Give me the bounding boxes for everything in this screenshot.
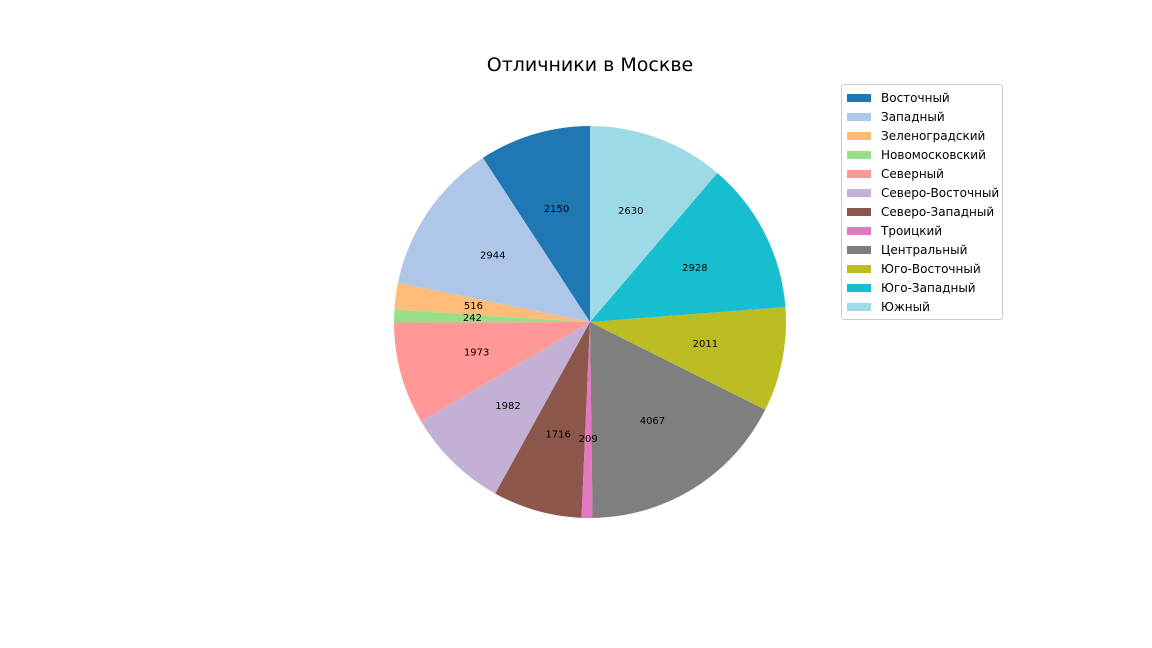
legend-item: Троицкий <box>842 221 1002 240</box>
pie-slice-11 <box>590 126 718 322</box>
slice-value-label: 2944 <box>480 250 505 261</box>
legend-swatch <box>847 245 871 254</box>
legend-swatch <box>847 264 871 273</box>
legend-swatch <box>847 150 871 159</box>
legend-item: Южный <box>842 297 1002 316</box>
legend-item: Зеленоградский <box>842 126 1002 145</box>
legend-label: Троицкий <box>881 223 943 238</box>
legend-item: Северо-Восточный <box>842 183 1002 202</box>
slice-value-label: 2928 <box>682 263 707 274</box>
legend-swatch <box>847 131 871 140</box>
pie-slice-10 <box>590 172 786 322</box>
pie-slice-5 <box>421 322 590 494</box>
legend-label: Зеленоградский <box>881 128 986 143</box>
legend-swatch <box>847 112 871 121</box>
pie-slice-1 <box>397 157 590 322</box>
legend-swatch <box>847 169 871 178</box>
legend-item: Северный <box>842 164 1002 183</box>
legend-label: Северный <box>881 166 944 181</box>
legend-label: Юго-Западный <box>881 280 976 295</box>
legend-label: Центральный <box>881 242 968 257</box>
slice-value-label: 242 <box>463 313 482 324</box>
slice-value-label: 516 <box>464 301 483 312</box>
pie-slice-6 <box>495 322 590 518</box>
legend-label: Восточный <box>881 90 950 105</box>
legend-item: Центральный <box>842 240 1002 259</box>
legend-item: Юго-Западный <box>842 278 1002 297</box>
pie-slice-3 <box>393 309 590 323</box>
chart-title: Отличники в Москве <box>486 54 694 76</box>
legend-label: Северо-Западный <box>881 204 995 219</box>
legend-label: Северо-Восточный <box>881 185 1000 200</box>
slice-value-label: 1716 <box>545 430 570 441</box>
slice-value-label: 1982 <box>495 401 520 412</box>
legend-swatch <box>847 283 871 292</box>
legend-swatch <box>847 207 871 216</box>
pie-slice-4 <box>394 322 590 422</box>
legend-item: Западный <box>842 107 1002 126</box>
legend-swatch <box>847 226 871 235</box>
legend-swatch <box>847 93 871 102</box>
pie-slice-8 <box>590 322 766 518</box>
legend-label: Западный <box>881 109 945 124</box>
legend-item: Северо-Западный <box>842 202 1002 221</box>
legend-swatch <box>847 188 871 197</box>
legend-label: Южный <box>881 299 930 314</box>
slice-value-label: 2150 <box>544 204 569 215</box>
legend-label: Юго-Восточный <box>881 261 981 276</box>
legend: Восточный Западный Зеленоградский Новомоско… <box>841 84 1003 320</box>
slice-value-label: 2011 <box>693 339 718 350</box>
legend-item: Юго-Восточный <box>842 259 1002 278</box>
legend-item: Восточный <box>842 88 1002 107</box>
pie-slice-9 <box>590 307 786 410</box>
slice-value-label: 2630 <box>618 206 643 217</box>
legend-item: Новомосковский <box>842 145 1002 164</box>
pie-slice-0 <box>482 126 590 322</box>
legend-swatch <box>847 302 871 311</box>
pie-slice-2 <box>394 282 590 322</box>
slice-value-label: 1973 <box>464 348 489 359</box>
slice-value-label: 4067 <box>640 416 665 427</box>
pie-slice-7 <box>581 322 593 518</box>
legend-label: Новомосковский <box>881 147 986 162</box>
slice-value-label: 209 <box>579 434 598 445</box>
